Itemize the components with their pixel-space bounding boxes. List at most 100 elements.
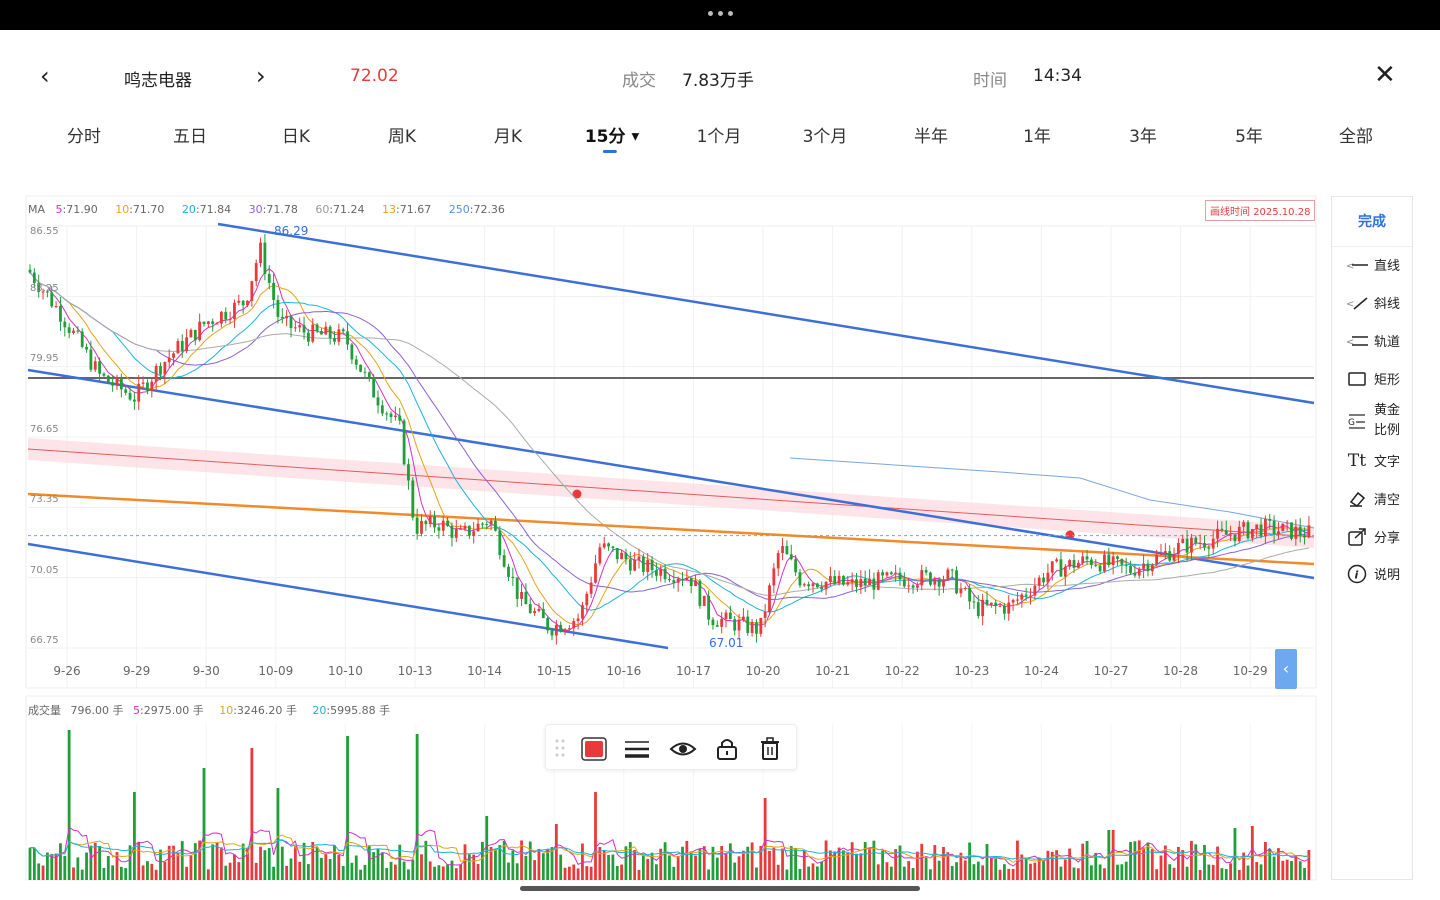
candle-up (850, 579, 854, 583)
done-button[interactable]: 完成 (1332, 197, 1412, 247)
candle-up (1142, 563, 1145, 569)
ma-60: 60:71.24 (315, 203, 371, 216)
next-stock-icon[interactable]: › (256, 62, 266, 90)
volume-bar (929, 869, 932, 880)
volume-bar (1024, 858, 1028, 880)
ma-10: 10:71.70 (115, 203, 171, 216)
volume-bar (415, 734, 419, 880)
candle-down (1146, 563, 1150, 572)
draw-time-badge: 画线时间 2025.10.28 (1205, 200, 1316, 221)
more-dots-icon[interactable] (708, 11, 733, 16)
volume-bar (1050, 851, 1054, 880)
volume-bar (981, 865, 985, 880)
tool-text[interactable]: Tt 文字 (1346, 451, 1400, 471)
candle-up (1033, 585, 1037, 596)
drag-handle-icon[interactable] (554, 737, 566, 759)
home-indicator[interactable] (520, 886, 920, 891)
candle-up (894, 572, 898, 575)
candle-down (320, 331, 323, 335)
ma-5: 5:71.90 (56, 203, 105, 216)
tab-week-k[interactable]: 周K (387, 127, 417, 147)
candle-up (189, 329, 193, 338)
candle-up (537, 608, 541, 612)
candle-down (302, 325, 306, 333)
volume-bar (363, 864, 367, 880)
x-tick-label: 9-26 (53, 664, 81, 678)
volume-bar (1163, 845, 1167, 880)
tab-all[interactable]: 全部 (1339, 127, 1373, 147)
volume-bar (554, 824, 558, 880)
visibility-eye-icon[interactable] (669, 737, 697, 761)
collapse-panel-button[interactable]: ‹ (1275, 649, 1297, 689)
volume-bar (663, 842, 667, 880)
candle-down (1303, 535, 1306, 538)
vol-ma-5-value: :2975.00 手 (140, 704, 204, 717)
volume-bar (1211, 864, 1215, 880)
volume-bar (476, 863, 480, 880)
volume-bar (454, 868, 458, 880)
tool-slash-line[interactable]: < 斜线 (1346, 293, 1400, 312)
volume-bar (950, 865, 954, 880)
color-picker-icon[interactable] (581, 737, 607, 761)
delete-trash-icon[interactable] (760, 737, 780, 761)
tab-3month[interactable]: 3个月 (802, 127, 848, 147)
candle-up (137, 383, 141, 402)
volume-bar (233, 854, 236, 880)
tab-1month[interactable]: 1个月 (696, 127, 742, 147)
volume-bar (1142, 847, 1145, 880)
volume-bar (1194, 844, 1198, 880)
candle-up (907, 585, 911, 587)
volume-bar (759, 845, 763, 880)
vol-ma-20-value: :5995.88 手 (326, 704, 391, 717)
tool-straight-line[interactable]: < 直线 (1346, 255, 1400, 274)
candle-down (985, 599, 989, 605)
volume-bar (111, 865, 115, 880)
volume-bar (485, 816, 489, 880)
candle-up (920, 570, 924, 586)
candle-up (659, 568, 663, 576)
tool-share[interactable]: 分享 (1346, 527, 1400, 546)
tab-month-k[interactable]: 月K (493, 127, 523, 147)
lock-icon[interactable] (716, 737, 738, 761)
tool-rectangle[interactable]: 矩形 (1346, 369, 1400, 388)
volume-bar (76, 857, 80, 880)
candle-up (1264, 519, 1267, 537)
volume-bar (537, 848, 541, 880)
tool-help[interactable]: i 说明 (1346, 564, 1400, 583)
tab-fenshi[interactable]: 分时 (67, 127, 101, 147)
volume-bar (1159, 855, 1163, 880)
volume-bar (54, 853, 58, 880)
volume-bar (755, 867, 758, 880)
tab-1year[interactable]: 1年 (1023, 127, 1051, 147)
tab-3year[interactable]: 3年 (1129, 127, 1157, 147)
volume-bar (154, 869, 158, 880)
tool-golden-ratio[interactable]: G 黄金 比例 (1346, 401, 1400, 441)
x-tick-label: 10-23 (954, 664, 990, 678)
candle-down (89, 349, 93, 370)
slash-icon: < (1346, 294, 1368, 312)
tab-half-year[interactable]: 半年 (914, 127, 948, 147)
candle-down (855, 579, 858, 588)
ma-5-key: 5 (55, 203, 63, 216)
candle-down (707, 595, 710, 620)
ma-250-line (789, 457, 1315, 529)
volume-bar (50, 853, 54, 880)
close-icon[interactable]: ✕ (1374, 60, 1396, 90)
candle-down (28, 269, 32, 273)
candle-up (724, 612, 728, 619)
previous-stock-icon[interactable]: ‹ (40, 62, 50, 90)
tab-5year[interactable]: 5年 (1235, 127, 1263, 147)
candle-down (1272, 520, 1276, 535)
tab-day-k[interactable]: 日K (281, 127, 311, 147)
tool-channel[interactable]: < 轨道 (1346, 331, 1400, 350)
volume-bar (533, 860, 536, 880)
line-width-icon[interactable] (624, 737, 650, 761)
x-tick-label: 10-28 (1163, 664, 1199, 678)
tab-15min[interactable]: 15分 ▼ (585, 122, 639, 153)
tool-clear[interactable]: 清空 (1346, 489, 1400, 508)
volume-bar (541, 853, 545, 880)
tab-five-day[interactable]: 五日 (173, 127, 207, 147)
volume-bar (198, 840, 202, 880)
candle-up (311, 324, 315, 342)
